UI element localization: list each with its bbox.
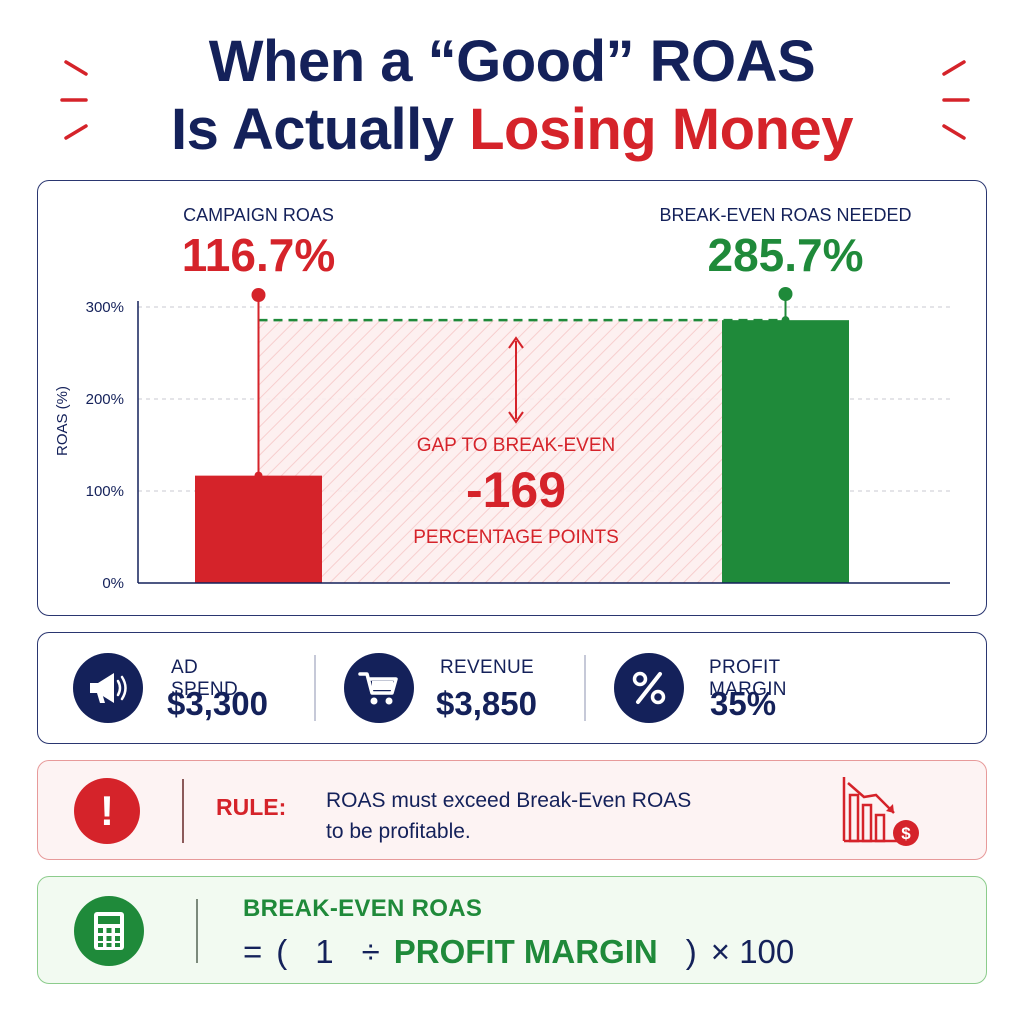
percent-icon bbox=[614, 653, 684, 723]
title-line-1: When a “Good” ROAS bbox=[208, 29, 816, 94]
formula-expression: = (1 ÷ PROFIT MARGIN) × 100 bbox=[243, 933, 794, 971]
formula-equals: = bbox=[243, 933, 263, 970]
formula-title: BREAK-EVEN ROAS bbox=[243, 895, 483, 922]
bar-campaign-roas bbox=[195, 475, 322, 583]
y-tick-label: 100% bbox=[86, 483, 124, 500]
stat-label: PROFIT MARGIN bbox=[709, 657, 787, 700]
value-pin bbox=[251, 288, 266, 302]
calculator-icon bbox=[74, 896, 144, 966]
rule-panel: ! RULE: ROAS must exceed Break-Even ROAS… bbox=[37, 760, 987, 860]
value-pin-end bbox=[781, 316, 790, 325]
svg-text:$: $ bbox=[901, 824, 911, 843]
gap-value: -169 bbox=[466, 462, 566, 518]
cart-icon bbox=[344, 653, 414, 723]
y-axis-label: ROAS (%) bbox=[54, 386, 71, 456]
burst-left-icon bbox=[60, 60, 88, 140]
stats-panel: AD SPEND $3,300 REVENUE $3,850 PROFIT MA… bbox=[37, 632, 987, 744]
gap-arrow-up-icon bbox=[508, 336, 524, 349]
stat-label: REVENUE bbox=[440, 657, 534, 678]
gap-region bbox=[258, 320, 722, 583]
stat-divider bbox=[584, 655, 586, 721]
stat-value: $3,300 bbox=[167, 685, 268, 722]
gap-arrow-down-icon bbox=[508, 411, 524, 424]
roas-bar-chart: 0% 100% 200% 300% CAMPAIGN ROAS 116.7% BREAK-E… bbox=[54, 205, 950, 592]
formula-open-paren: ( bbox=[276, 933, 288, 970]
rule-line-1: ROAS must exceed Break-Even ROAS bbox=[326, 789, 692, 812]
formula-one: 1 bbox=[315, 933, 334, 970]
formula-divider bbox=[196, 899, 198, 963]
stat-value: 35% bbox=[710, 685, 777, 722]
y-tick-label: 0% bbox=[102, 575, 124, 592]
bar-caption: BREAK-EVEN ROAS NEEDED bbox=[659, 205, 911, 225]
title-line-2-navy: Is Actually bbox=[171, 97, 470, 162]
bar-value-label: 285.7% bbox=[707, 229, 863, 281]
value-pin-end bbox=[254, 471, 263, 480]
rule-text: ROAS must exceed Break-Even ROAS to be p… bbox=[326, 785, 691, 847]
burst-right-icon bbox=[942, 60, 970, 140]
rule-divider bbox=[182, 779, 184, 843]
bar-break-even-roas bbox=[722, 320, 849, 583]
y-tick-label: 300% bbox=[86, 299, 124, 316]
bar-value-label: 116.7% bbox=[182, 229, 335, 281]
megaphone-icon bbox=[73, 653, 143, 723]
stat-label: AD SPEND bbox=[171, 657, 238, 700]
formula-close-paren: ) bbox=[685, 933, 697, 970]
stat-divider bbox=[314, 655, 316, 721]
formula-divide: ÷ bbox=[361, 933, 380, 970]
rule-line-2: to be profitable. bbox=[326, 820, 471, 843]
chart-panel: 0% 100% 200% 300% CAMPAIGN ROAS 116.7% BREAK-E… bbox=[37, 180, 987, 616]
page-title: When a “Good” ROAS Is Actually Losing Mo… bbox=[0, 28, 1024, 164]
gap-label: GAP TO BREAK-EVEN bbox=[417, 435, 616, 456]
formula-times: × 100 bbox=[710, 933, 795, 970]
exclamation-icon: ! bbox=[74, 778, 140, 844]
formula-panel: BREAK-EVEN ROAS = (1 ÷ PROFIT MARGIN) × 100 bbox=[37, 876, 987, 984]
value-pin bbox=[778, 287, 793, 301]
bar-caption: CAMPAIGN ROAS bbox=[183, 205, 334, 225]
rule-label: RULE: bbox=[216, 794, 287, 820]
declining-chart-dollar-icon: $ bbox=[842, 777, 919, 846]
gap-unit: PERCENTAGE POINTS bbox=[413, 527, 619, 548]
formula-term: PROFIT MARGIN bbox=[393, 933, 658, 970]
title-line-2-red: Losing Money bbox=[469, 97, 853, 162]
y-tick-label: 200% bbox=[86, 391, 124, 408]
stat-value: $3,850 bbox=[436, 685, 537, 722]
